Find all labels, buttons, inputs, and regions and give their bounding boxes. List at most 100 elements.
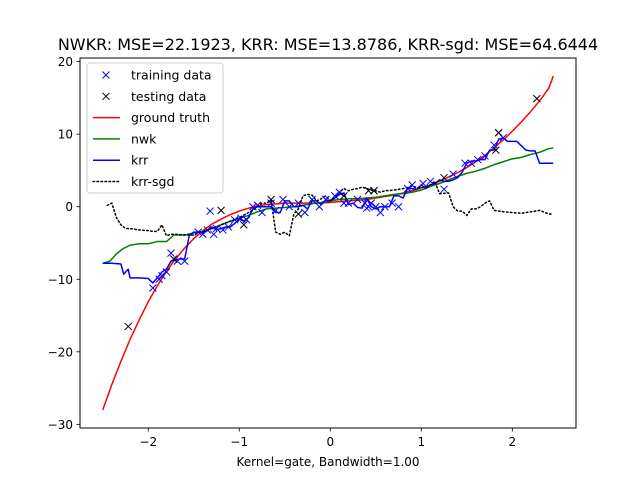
data-point-training-data [321,195,330,204]
data-point-training-data [224,223,233,231]
data-point-training-data [212,224,221,233]
legend-item-testing-data: testing data [102,89,206,104]
data-point-testing-data [533,94,541,103]
data-point-training-data [158,271,166,280]
data-point-training-data [461,159,469,168]
legend-item-krr-sgd: krr-sgd [92,174,174,189]
series-line-ground-truth [102,75,554,411]
x-tick-label: 0 [326,435,334,449]
data-point-training-data [203,226,212,234]
data-point-training-data [330,191,339,200]
data-point-training-data [490,141,498,149]
data-point-training-data [449,170,457,178]
data-point-training-data [230,215,239,224]
x-tick-label: 2 [508,435,516,449]
y-tick-label: −30 [48,418,73,432]
data-point-training-data [206,207,214,215]
legend-label: krr-sgd [131,174,174,189]
data-point-testing-data [492,146,500,154]
series-line-nwk [102,147,554,265]
data-point-testing-data [440,173,448,182]
data-point-training-data [364,202,373,211]
data-point-training-data [381,202,389,211]
data-point-training-data [267,199,275,207]
y-tick-label: 0 [65,200,73,214]
plot-series [102,75,554,411]
data-point-training-data [315,202,324,211]
x-axis: −2 −1 0 1 2 [139,428,516,449]
chart-title: NWKR: MSE=22.1923, KRR: MSE=13.8786, KRR… [58,35,598,54]
data-point-training-data [167,249,175,258]
data-point-training-data [155,275,164,284]
data-point-training-data [173,257,182,265]
legend-marker-training-data [102,71,110,79]
data-point-training-data [180,257,189,265]
y-tick-label: −10 [48,273,73,287]
x-tick-label: −1 [230,435,248,449]
data-point-training-data [419,179,427,188]
y-axis: −30 −20 −10 0 10 20 [48,55,80,432]
legend-label: testing data [131,89,206,104]
x-tick-label: −2 [139,435,157,449]
data-point-training-data [467,159,476,168]
plot-area-frame [79,57,577,429]
data-point-training-data [148,284,157,292]
legend-marker-testing-data [102,92,110,101]
data-point-training-data [285,202,294,211]
data-point-training-data [294,199,303,207]
data-point-testing-data [239,221,248,229]
data-point-training-data [408,181,417,189]
data-point-testing-data [294,210,303,218]
x-tick-label: 1 [417,435,425,449]
y-tick-label: 20 [58,55,73,69]
data-point-training-data [253,201,262,210]
legend-label: ground truth [131,110,210,125]
data-point-testing-data [169,255,178,263]
data-point-training-data [194,228,203,236]
series-line-krr-sgd [106,180,554,237]
data-point-training-data [335,188,344,197]
data-point-training-data [440,185,448,194]
data-point-training-data [209,230,218,239]
data-point-training-data [403,184,412,193]
data-point-training-data [300,208,309,217]
legend-item-krr: krr [93,153,149,168]
data-point-training-data [371,202,380,211]
data-point-testing-data [364,186,373,195]
y-tick-label: −20 [48,345,73,359]
data-point-training-data [249,202,257,211]
legend-label: training data [131,68,212,83]
data-point-training-data [219,226,227,234]
data-point-training-data [376,208,385,217]
legend-item-training-data: training data [102,68,212,83]
data-point-training-data [242,215,251,224]
data-point-testing-data [370,186,378,195]
data-point-testing-data [217,206,225,215]
legend-box [86,62,224,194]
legend-label: krr [131,153,149,168]
data-point-training-data [162,268,171,276]
data-point-training-data [344,199,353,207]
data-point-training-data [258,208,266,217]
data-point-training-data [473,155,482,164]
data-point-testing-data [267,195,275,204]
y-tick-label: 10 [58,128,73,142]
data-point-training-data [271,206,280,215]
data-point-training-data [279,195,287,204]
legend-item-nwk: nwk [93,131,157,146]
data-point-testing-data [340,191,348,200]
data-point-training-data [308,195,316,204]
legend-item-ground-truth: ground truth [93,110,210,125]
data-point-training-data [353,195,362,204]
legend: training data testing data ground truth nwk… [86,62,224,194]
legend-label: nwk [131,131,157,146]
data-point-testing-data [124,322,133,331]
x-axis-label: Kernel=gate, Bandwidth=1.00 [236,455,419,469]
data-point-training-data [394,202,403,211]
data-point-testing-data [494,128,503,137]
data-point-training-data [367,199,376,207]
data-point-training-data [426,177,435,186]
data-point-training-data [388,199,397,207]
data-point-training-data [481,152,489,160]
